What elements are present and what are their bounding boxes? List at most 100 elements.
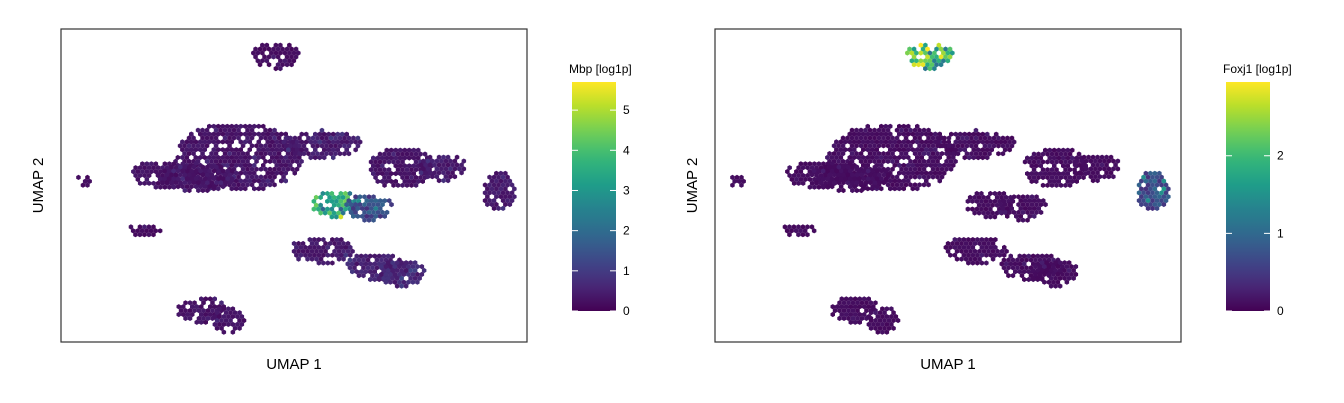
hex-cell: [313, 194, 319, 200]
hex-cell: [489, 186, 495, 192]
hex-cell: [140, 161, 145, 167]
hex-cell: [411, 147, 416, 153]
hex-cell: [144, 176, 150, 182]
hex-cell: [1073, 271, 1079, 277]
hex-cell: [381, 253, 386, 259]
hex-cell: [1070, 147, 1075, 153]
hex-cell: [1056, 178, 1061, 184]
hex-cell: [226, 321, 231, 327]
hex-cell: [283, 135, 289, 141]
hex-cell: [1052, 171, 1057, 177]
hex-cell: [949, 131, 954, 137]
hex-cell: [945, 240, 951, 247]
hex-cell: [934, 54, 939, 60]
hex-cell: [274, 147, 279, 153]
hex-cell: [832, 180, 837, 186]
hex-cell: [1016, 194, 1021, 200]
hex-cell: [894, 135, 900, 141]
hex-cell: [211, 168, 217, 174]
hex-cell: [863, 164, 869, 170]
hex-cell: [263, 143, 268, 149]
hex-cell: [249, 143, 255, 149]
hex-cell: [841, 308, 847, 314]
hex-cell: [1076, 174, 1082, 181]
hex-cell: [243, 178, 248, 184]
hex-cell: [375, 202, 381, 208]
hex-cell: [272, 135, 277, 141]
hex-cell: [1038, 163, 1043, 169]
hex-cell: [1150, 182, 1155, 188]
hex-cell: [348, 252, 353, 258]
hex-cell: [314, 248, 319, 254]
hex-cell: [227, 151, 232, 157]
hex-cell: [330, 237, 335, 243]
hex-cell: [1004, 261, 1009, 267]
hex-cell: [258, 182, 264, 188]
hex-cell: [373, 174, 378, 181]
hex-cell: [932, 58, 937, 64]
hex-cell: [360, 213, 365, 219]
hex-cell: [180, 154, 185, 161]
hex-cell: [316, 244, 322, 250]
hex-cell: [494, 194, 499, 200]
hex-cell: [327, 240, 333, 247]
hex-cell: [1038, 155, 1043, 161]
hex-cell: [377, 253, 382, 259]
hex-cell: [234, 123, 239, 129]
hex-cell: [871, 321, 876, 327]
hex-cell: [991, 143, 997, 149]
hex-cell: [1057, 260, 1063, 266]
hex-cell: [911, 46, 917, 52]
hex-cell: [142, 232, 147, 238]
hex-cell: [255, 58, 261, 64]
hex-cell: [223, 310, 229, 316]
hex-cell: [1032, 213, 1037, 219]
hex-cell: [1040, 167, 1046, 173]
hex-cell: [85, 174, 90, 180]
hex-cell: [1034, 202, 1039, 208]
hex-cell: [238, 170, 243, 176]
hex-cell: [890, 135, 895, 141]
hex-cell: [193, 184, 199, 190]
hex-cell: [912, 127, 918, 133]
hex-cell: [857, 304, 862, 310]
hex-cell: [229, 186, 234, 192]
hex-cell: [353, 209, 358, 215]
hex-cell: [355, 135, 361, 141]
colorbar-tick-label: 0: [1277, 304, 1284, 318]
hex-cell: [1002, 202, 1008, 208]
hex-cell: [507, 201, 513, 208]
hex-cell: [866, 321, 872, 327]
hex-cell: [1047, 171, 1052, 177]
hex-cell: [979, 260, 985, 266]
hex-cell: [258, 135, 264, 141]
hex-cell: [859, 187, 864, 194]
hex-cell: [926, 151, 931, 157]
hex-cell: [884, 306, 890, 312]
hex-cell: [1057, 275, 1063, 281]
hex-cell: [989, 139, 994, 145]
hex-cell: [355, 143, 361, 149]
hex-cell: [256, 123, 261, 129]
hex-cell: [187, 164, 192, 170]
hex-cell: [448, 174, 453, 180]
hex-cell: [146, 224, 152, 230]
hex-cell: [214, 164, 219, 170]
hex-cell: [992, 214, 998, 220]
hex-cell: [850, 180, 855, 186]
hex-cell: [209, 164, 215, 170]
hex-cell: [176, 304, 181, 310]
hex-cell: [331, 139, 336, 145]
hex-cell: [1005, 143, 1010, 149]
hex-cell: [231, 127, 237, 133]
hex-cell: [247, 170, 252, 176]
hex-cell: [371, 209, 376, 215]
hex-cell: [142, 172, 147, 179]
hex-cell: [380, 163, 385, 169]
hex-cell: [823, 172, 828, 178]
hex-cell: [194, 304, 199, 310]
hex-cell: [144, 169, 150, 175]
hex-cell: [285, 166, 291, 172]
hex-cell: [1049, 151, 1055, 157]
hex-cell: [196, 187, 201, 194]
